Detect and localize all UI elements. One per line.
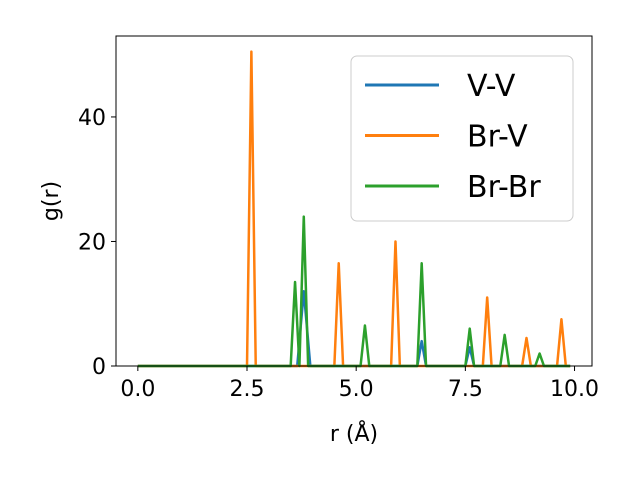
x-tick-label: 10.0 bbox=[550, 377, 599, 402]
x-tick-label: 5.0 bbox=[339, 377, 374, 402]
axes-frame bbox=[115, 35, 593, 367]
y-tick-label: 40 bbox=[78, 106, 106, 131]
x-tick-label: 2.5 bbox=[230, 377, 265, 402]
legend-label-v-v: V-V bbox=[467, 69, 516, 104]
legend-label-br-br: Br-Br bbox=[467, 170, 541, 205]
y-tick-label: 20 bbox=[78, 230, 106, 255]
legend-box bbox=[350, 55, 574, 222]
x-tick-label: 7.5 bbox=[448, 377, 483, 402]
legend: V-V Br-V Br-Br bbox=[350, 55, 574, 222]
y-axis-label: g(r) bbox=[39, 181, 64, 221]
x-axis-label: r (Å) bbox=[330, 420, 378, 447]
legend-label-br-v: Br-V bbox=[467, 120, 528, 155]
x-tick-label: 0.0 bbox=[120, 377, 155, 402]
x-axis: 0.0 2.5 5.0 7.5 10.0 bbox=[120, 366, 599, 402]
y-axis: 0 20 40 bbox=[78, 106, 116, 380]
y-tick-label: 0 bbox=[92, 355, 106, 380]
